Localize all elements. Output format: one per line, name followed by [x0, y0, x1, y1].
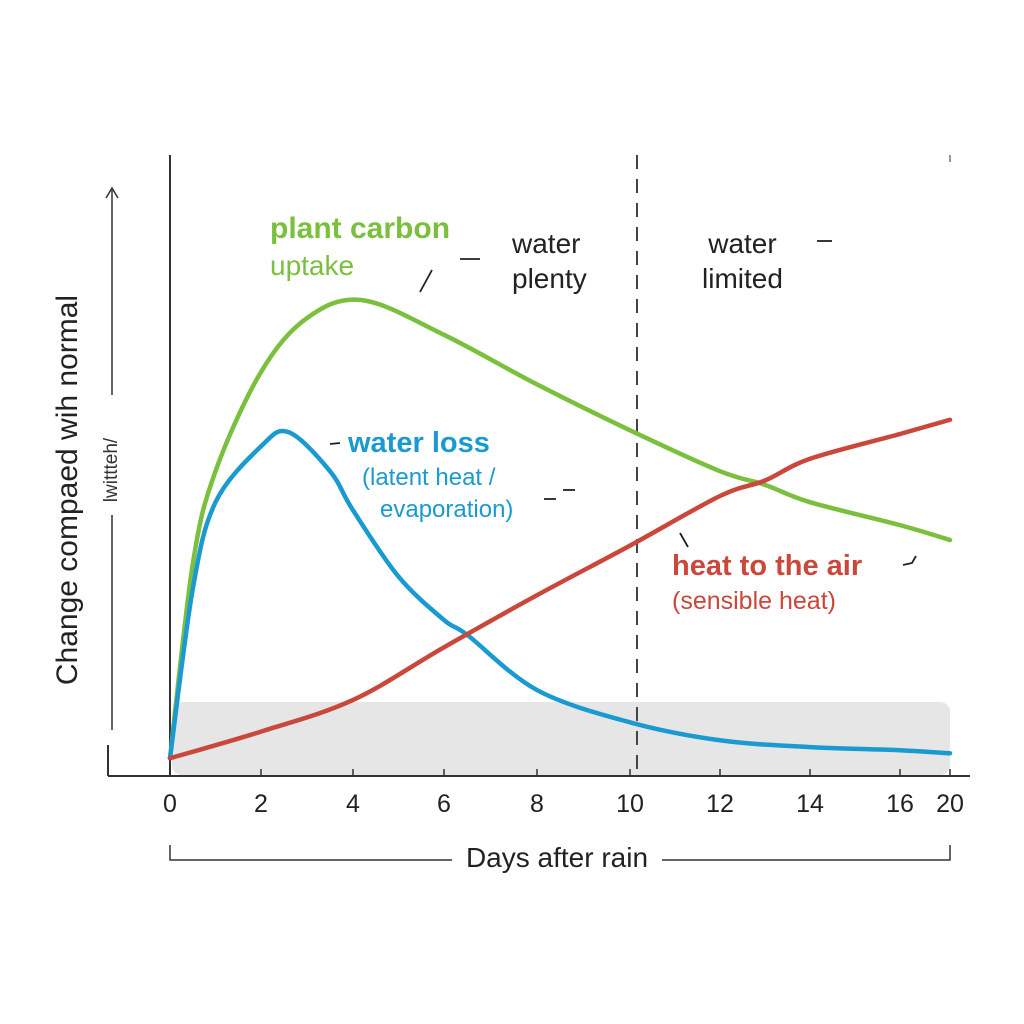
label-heat-air-title: heat to the air — [672, 550, 863, 582]
x-tick-label: 0 — [163, 790, 177, 818]
label-water-plenty-line2: plenty — [512, 263, 587, 294]
x-tick-label: 16 — [886, 790, 914, 818]
label-water-limited: water limited — [702, 226, 783, 296]
label-plant-carbon: plant carbon uptake — [270, 210, 450, 283]
x-tick-label: 10 — [616, 790, 644, 818]
series-line-plant-carbon-uptake — [167, 297, 953, 761]
label-water-loss: water loss (latent heat / evaporation) — [348, 425, 513, 525]
label-water-plenty-line1: water — [512, 228, 581, 259]
x-tick-marks — [169, 769, 951, 776]
series-line-water-loss — [167, 428, 953, 761]
series-group — [167, 297, 953, 761]
label-heat-air-sub: (sensible heat) — [672, 587, 836, 616]
x-tick-label: 12 — [706, 790, 734, 818]
y-axis-label: Change compaed wih normal — [51, 294, 84, 686]
x-axis-label: Days after rain — [451, 842, 663, 874]
y-arrow — [105, 186, 119, 730]
x-tick-label: 4 — [346, 790, 360, 818]
x-tick-label: 6 — [437, 790, 451, 818]
series-line-heat-to-the-air — [167, 417, 953, 761]
label-water-limited-line2: limited — [702, 263, 783, 294]
label-water-loss-title: water loss — [348, 427, 490, 459]
x-tick-label: 20 — [936, 790, 964, 818]
label-plant-carbon-title: plant carbon — [270, 212, 451, 245]
label-water-limited-line1: water — [708, 228, 777, 259]
label-heat-air: heat to the air (sensible heat) — [672, 548, 862, 618]
x-tick-label: 14 — [796, 790, 824, 818]
label-water-loss-sub2: evaporation) — [380, 496, 514, 524]
label-water-plenty: water plenty — [512, 226, 587, 296]
y-axis-sublabel: lwittteh/ — [101, 437, 122, 503]
label-water-loss-sub1: (latent heat / — [362, 464, 496, 492]
annotation-strokes — [329, 240, 917, 566]
x-tick-label: 2 — [254, 790, 268, 818]
label-plant-carbon-sub: uptake — [270, 249, 355, 281]
x-tick-label: 8 — [530, 790, 544, 818]
baseline-band — [172, 702, 950, 775]
